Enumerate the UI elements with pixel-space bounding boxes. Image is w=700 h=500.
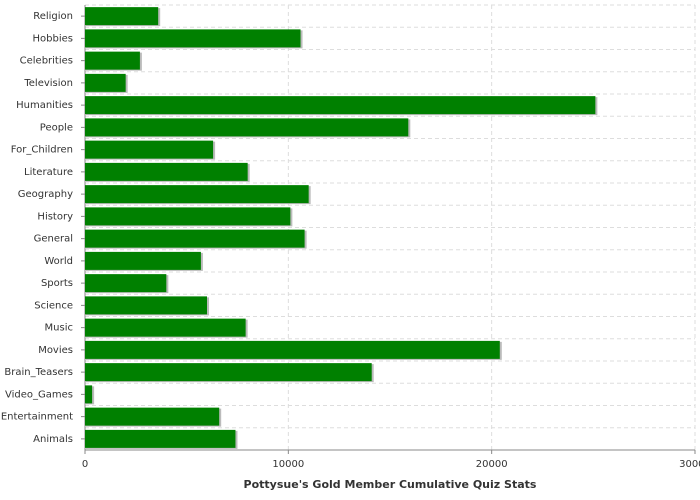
x-tick-label: 0: [82, 459, 88, 470]
bar: [85, 118, 409, 137]
x-tick-label: 10000: [272, 459, 304, 470]
y-tick-label: Television: [23, 78, 73, 89]
y-tick-label: People: [40, 122, 73, 133]
bar: [85, 363, 372, 382]
bar: [85, 407, 220, 426]
y-tick-label: Science: [34, 300, 73, 311]
bar: [85, 29, 301, 48]
y-tick-label: Animals: [33, 434, 73, 445]
bar: [85, 274, 167, 293]
y-tick-label: Brain_Teasers: [4, 367, 73, 378]
bar: [85, 385, 93, 404]
x-tick-label: 20000: [476, 459, 508, 470]
y-tick-label: Music: [45, 323, 73, 334]
x-axis-label: Pottysue's Gold Member Cumulative Quiz S…: [244, 478, 537, 491]
bar: [85, 251, 201, 270]
y-tick-label: Entertainment: [1, 412, 73, 423]
bar: [85, 340, 500, 359]
y-tick-label: For_Children: [11, 145, 73, 156]
y-tick-label: Hobbies: [33, 33, 73, 44]
y-tick-label: Celebrities: [20, 56, 73, 67]
y-tick-label: Religion: [33, 11, 73, 22]
bar: [85, 296, 207, 315]
y-tick-label: Humanities: [16, 100, 73, 111]
bar: [85, 162, 248, 181]
bar: [85, 429, 236, 448]
bar: [85, 73, 126, 92]
y-tick-label: General: [34, 234, 73, 245]
bar: [85, 7, 159, 26]
y-tick-label: World: [44, 256, 73, 267]
y-tick-label: Sports: [41, 278, 73, 289]
bar: [85, 229, 305, 248]
y-tick-label: Literature: [24, 167, 73, 178]
bar: [85, 96, 596, 115]
bar: [85, 140, 214, 159]
bar: [85, 51, 140, 70]
x-tick-label: 30000: [679, 459, 700, 470]
bar: [85, 318, 246, 337]
bar: [85, 185, 309, 204]
y-tick-label: Movies: [38, 345, 73, 356]
bar: [85, 207, 291, 226]
y-tick-label: Geography: [18, 189, 73, 200]
y-tick-label: Video_Games: [5, 389, 73, 400]
y-tick-label: History: [37, 211, 73, 222]
